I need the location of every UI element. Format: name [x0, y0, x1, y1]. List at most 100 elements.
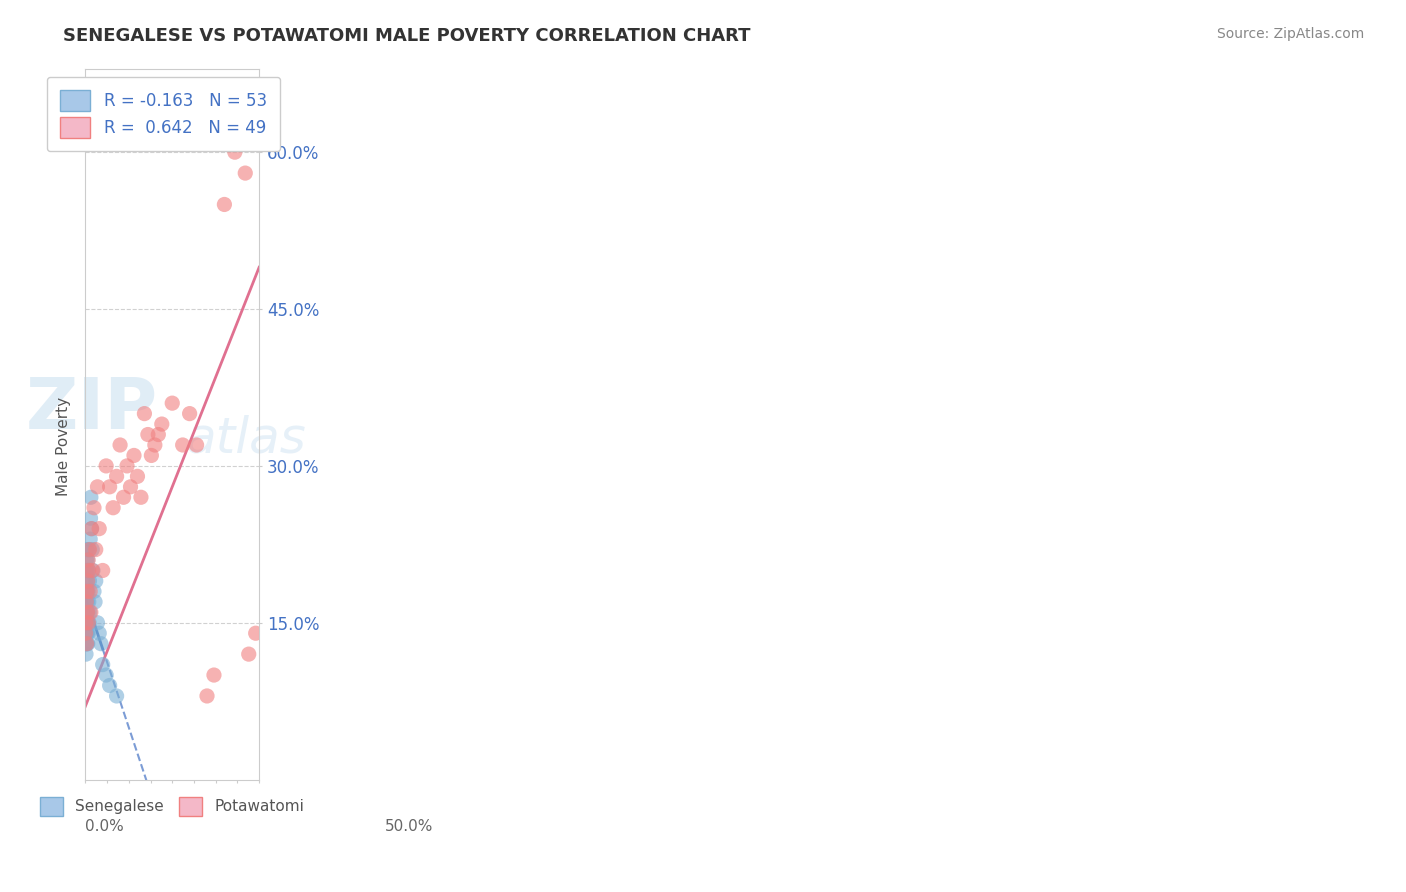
Point [80, 522, 103, 536]
Text: SENEGALESE VS POTAWATOMI MALE POVERTY CORRELATION CHART: SENEGALESE VS POTAWATOMI MALE POVERTY CO… [63, 27, 751, 45]
Point [76, 564, 98, 578]
Point [76, 605, 98, 619]
Point [76, 574, 98, 588]
Point [75, 595, 97, 609]
Point [77, 542, 100, 557]
Point [77, 615, 100, 630]
Point [76, 584, 98, 599]
Point [214, 197, 236, 211]
Point [141, 449, 163, 463]
Point [75, 615, 97, 630]
Point [79, 542, 101, 557]
Point [79, 532, 101, 546]
Point [115, 458, 138, 473]
Point [77, 605, 100, 619]
Point [238, 647, 260, 661]
Point [84, 595, 107, 609]
Point [79, 605, 101, 619]
Point [76, 574, 98, 588]
Point [172, 438, 194, 452]
Point [75, 626, 97, 640]
Point [96, 458, 118, 473]
Point [76, 615, 98, 630]
Point [84, 542, 107, 557]
Point [80, 490, 103, 504]
Point [148, 427, 170, 442]
Point [82, 542, 104, 557]
Point [79, 574, 101, 588]
Point [86, 615, 108, 630]
Point [127, 469, 149, 483]
Point [90, 637, 112, 651]
Point [134, 407, 156, 421]
Point [75, 615, 97, 630]
Point [75, 584, 97, 599]
Point [75, 605, 97, 619]
Text: 0.0%: 0.0% [86, 819, 124, 834]
Point [91, 657, 114, 672]
Point [76, 615, 98, 630]
Point [98, 480, 121, 494]
Point [80, 605, 103, 619]
Point [76, 584, 98, 599]
Point [101, 500, 124, 515]
Text: Source: ZipAtlas.com: Source: ZipAtlas.com [1216, 27, 1364, 41]
Point [83, 584, 105, 599]
Point [76, 637, 98, 651]
Point [105, 469, 128, 483]
Point [79, 511, 101, 525]
Point [120, 480, 142, 494]
Point [77, 626, 100, 640]
Point [224, 145, 246, 160]
Point [150, 417, 173, 431]
Point [202, 668, 225, 682]
Point [75, 553, 97, 567]
Point [76, 626, 98, 640]
Point [98, 679, 121, 693]
Point [108, 438, 131, 452]
Point [77, 595, 100, 609]
Point [143, 438, 166, 452]
Point [75, 574, 97, 588]
Point [76, 626, 98, 640]
Text: 50.0%: 50.0% [385, 819, 433, 834]
Point [76, 595, 98, 609]
Point [75, 564, 97, 578]
Point [75, 637, 97, 651]
Text: Male Poverty: Male Poverty [56, 396, 70, 496]
Point [75, 595, 97, 609]
Point [76, 605, 98, 619]
Text: atlas: atlas [186, 414, 307, 462]
Point [86, 480, 108, 494]
Point [136, 427, 159, 442]
Point [75, 647, 97, 661]
Point [80, 522, 103, 536]
Point [233, 166, 256, 180]
Point [75, 615, 97, 630]
Point [231, 124, 253, 138]
Point [75, 595, 97, 609]
Point [77, 564, 100, 578]
Point [79, 584, 101, 599]
Point [75, 626, 97, 640]
Point [82, 564, 104, 578]
Point [195, 689, 218, 703]
Point [96, 668, 118, 682]
Point [76, 542, 98, 557]
Point [77, 553, 100, 567]
Text: ZIP: ZIP [27, 376, 159, 444]
Point [75, 637, 97, 651]
Point [179, 407, 201, 421]
Point [76, 584, 98, 599]
Point [91, 564, 114, 578]
Point [77, 584, 100, 599]
Point [76, 553, 98, 567]
Point [77, 564, 100, 578]
Legend: Senegalese, Potawatomi: Senegalese, Potawatomi [34, 791, 311, 822]
Point [77, 615, 100, 630]
Point [186, 438, 208, 452]
Point [129, 490, 152, 504]
Point [122, 449, 145, 463]
Point [89, 522, 111, 536]
Point [76, 637, 98, 651]
